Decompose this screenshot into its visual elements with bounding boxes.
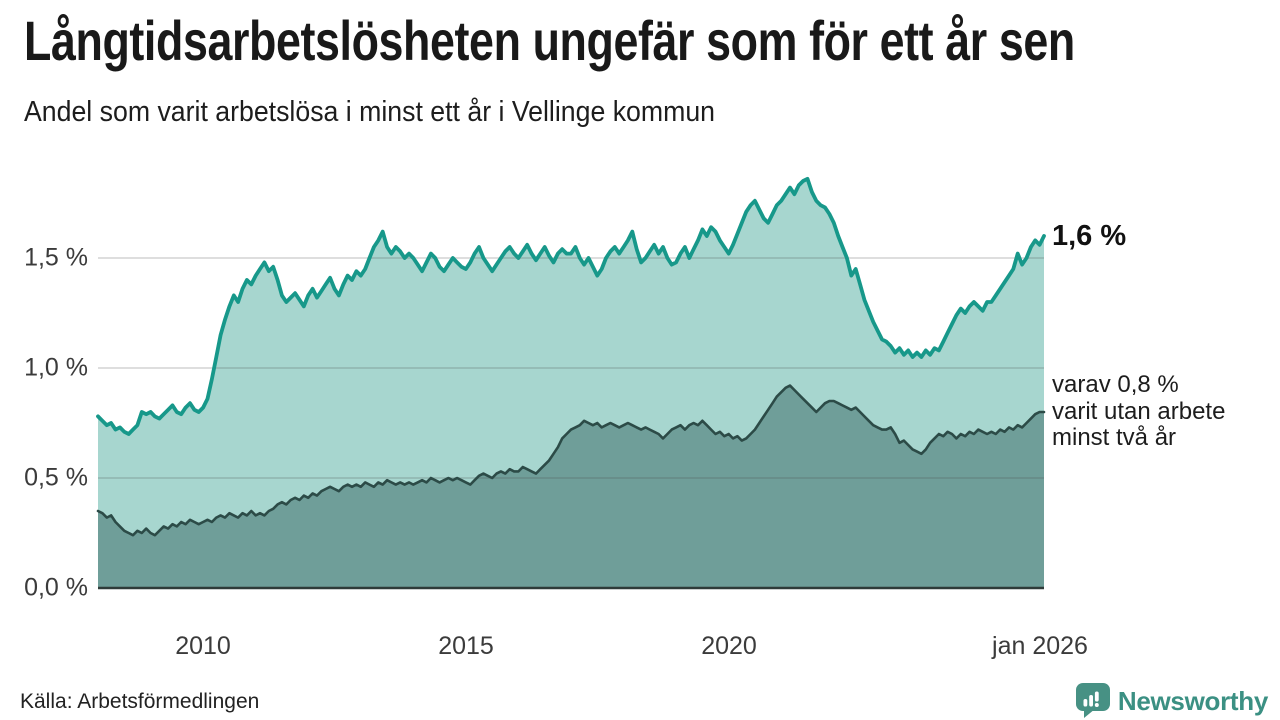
series-area-1 xyxy=(98,385,1044,588)
x-axis-tick-label: 2015 xyxy=(438,632,494,660)
page-subtitle: Andel som varit arbetslösa i minst ett å… xyxy=(24,96,716,128)
newsworthy-logo-icon xyxy=(1075,683,1110,718)
series-line-0 xyxy=(96,176,1046,436)
x-axis-tick-label: 2020 xyxy=(701,632,757,660)
page-title: Långtidsarbetslösheten ungefär som för e… xyxy=(24,9,1075,72)
latest-value-label: 1,6 % xyxy=(1052,220,1127,252)
x-axis-tick-label: 2010 xyxy=(175,632,231,660)
two-year-annotation: varav 0,8 % varit utan arbete minst två … xyxy=(1052,371,1226,452)
two-year-annotation-line: minst två år xyxy=(1052,424,1177,451)
y-axis-tick-label: 0,5 % xyxy=(24,463,88,492)
x-axis-tick-label: jan 2026 xyxy=(992,632,1088,660)
series-line-1 xyxy=(96,384,1046,537)
newsworthy-logo-text: Newsworthy xyxy=(1117,685,1268,716)
source-text: Källa: Arbetsförmedlingen xyxy=(20,690,260,713)
two-year-annotation-line: varit utan arbete xyxy=(1052,397,1226,425)
y-axis-tick-label: 0,0 % xyxy=(24,573,88,602)
two-year-annotation-line: varav 0,8 % xyxy=(1052,371,1179,398)
newsworthy-logo: Newsworthy xyxy=(1075,682,1268,720)
y-axis-tick-label: 1,0 % xyxy=(24,353,88,382)
y-axis-tick-label: 1,5 % xyxy=(24,243,88,272)
